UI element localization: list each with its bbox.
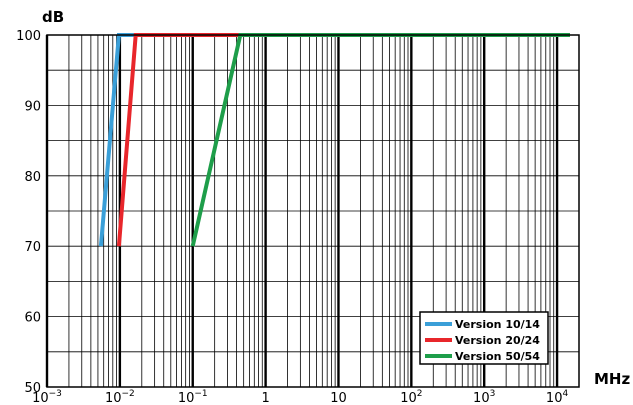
legend-label: Version 10/14 xyxy=(455,318,540,331)
plot-frame xyxy=(46,34,580,388)
x-tick-label: 10 xyxy=(330,391,347,405)
legend: Version 10/14 Version 20/24 Version 50/54 xyxy=(419,311,549,365)
y-tick-label: 60 xyxy=(24,311,41,326)
y-axis-title: dB xyxy=(42,8,64,26)
legend-items: Version 10/14 Version 20/24 Version 50/54 xyxy=(425,318,540,363)
x-axis-title: MHz xyxy=(594,370,630,388)
y-tick-label: 50 xyxy=(24,381,41,396)
x-tick-label: 10−1 xyxy=(178,389,208,405)
legend-label: Version 50/54 xyxy=(455,350,540,363)
x-tick-label: 104 xyxy=(546,389,569,405)
x-tick-label: 1 xyxy=(261,391,269,405)
y-tick-label: 80 xyxy=(24,170,41,185)
y-tick-label: 100 xyxy=(16,29,41,44)
x-tick-label: 102 xyxy=(400,389,422,405)
x-tick-label: 10−3 xyxy=(32,389,62,405)
y-tick-labels: 100 90 80 70 60 50 xyxy=(16,29,41,396)
x-tick-labels: 10−3 10−2 10−1 1 10 102 103 104 xyxy=(32,389,568,405)
x-tick-label: 103 xyxy=(473,389,495,405)
y-tick-label: 70 xyxy=(24,240,41,255)
legend-label: Version 20/24 xyxy=(455,334,540,347)
x-tick-label: 10−2 xyxy=(105,389,135,405)
y-tick-label: 90 xyxy=(24,99,41,114)
